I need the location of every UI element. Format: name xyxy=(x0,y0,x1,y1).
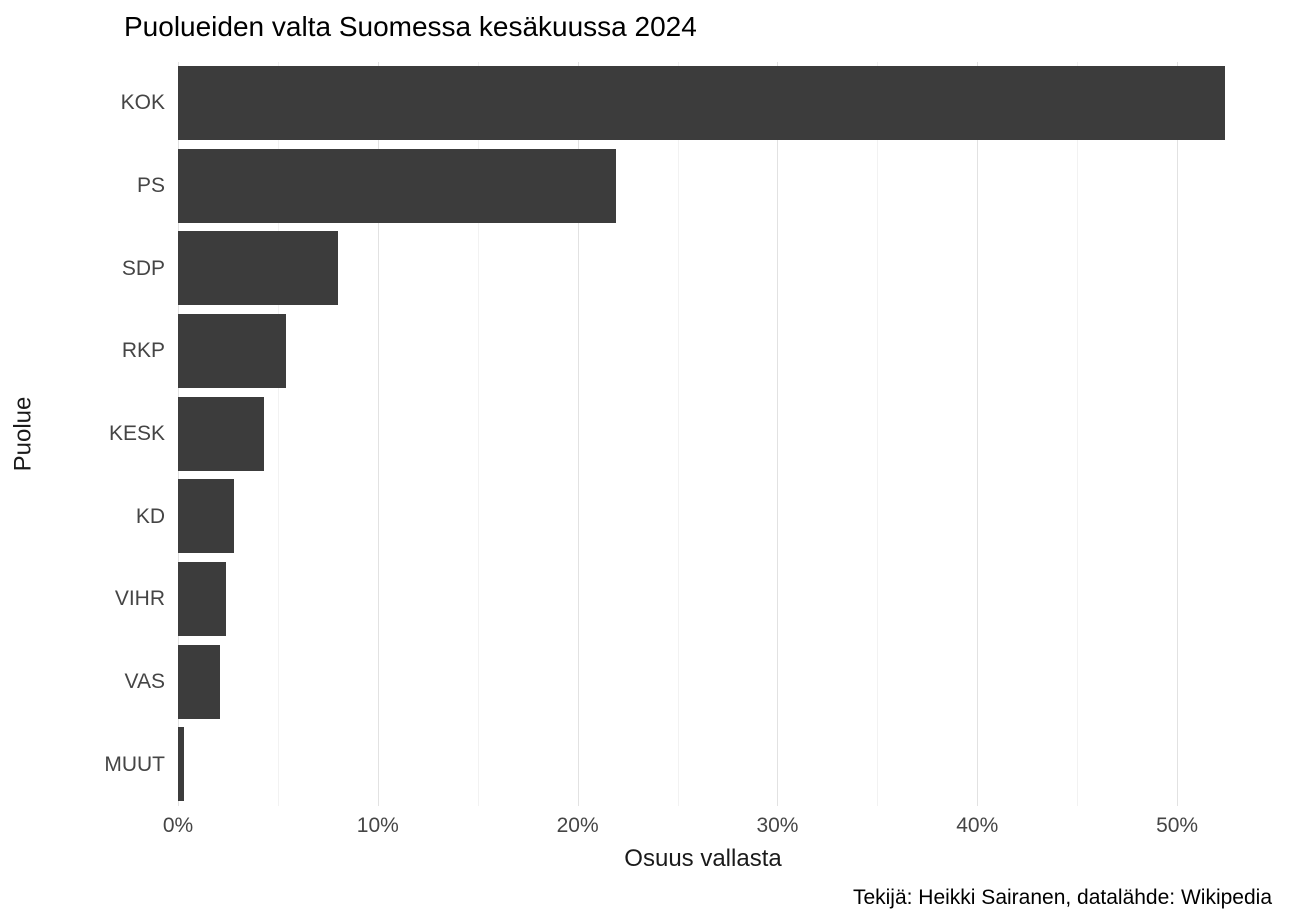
major-gridline xyxy=(777,62,779,806)
y-tick-label-sdp: SDP xyxy=(121,256,165,280)
major-gridline xyxy=(1177,62,1179,806)
major-gridline xyxy=(577,62,579,806)
bar-kok xyxy=(178,66,1226,140)
chart-title: Puolueiden valta Suomessa kesäkuussa 202… xyxy=(124,11,697,42)
x-axis-title: Osuus vallasta xyxy=(624,845,782,872)
bar-ps xyxy=(178,148,616,223)
x-tick-label: 50% xyxy=(1156,814,1199,837)
bar-vas xyxy=(178,644,220,719)
x-tick-label: 0% xyxy=(162,814,194,837)
x-tick-label: 30% xyxy=(756,814,799,837)
chart-caption: Tekijä: Heikki Sairanen, datalähde: Wiki… xyxy=(852,886,1272,909)
x-tick-label: 20% xyxy=(556,814,599,837)
x-tick-label: 10% xyxy=(356,814,399,837)
y-tick-label-vas: VAS xyxy=(124,669,165,693)
bar-kesk xyxy=(178,396,264,471)
bar-rkp xyxy=(178,313,286,388)
x-axis-labels: 0% 10% 20% 30% 40% 50% xyxy=(163,814,1277,840)
minor-gridline xyxy=(477,62,479,806)
x-tick-label: 40% xyxy=(956,814,999,837)
y-tick-label-kok: KOK xyxy=(120,91,165,115)
bar-muut xyxy=(178,727,184,802)
y-tick-label-ps: PS xyxy=(136,173,165,197)
minor-gridline xyxy=(1077,62,1079,806)
y-axis-labels: KOK PS SDP RKP KESK KD VIHR VAS MUUT xyxy=(0,62,165,806)
bar-kd xyxy=(178,479,234,554)
major-gridline xyxy=(377,62,379,806)
minor-gridline xyxy=(277,62,279,806)
y-tick-label-muut: MUUT xyxy=(104,752,165,776)
minor-gridline xyxy=(877,62,879,806)
bar-sdp xyxy=(178,231,338,306)
y-tick-label-kesk: KESK xyxy=(108,421,165,445)
y-tick-label-vihr: VIHR xyxy=(114,587,165,611)
major-gridline xyxy=(977,62,979,806)
bar-vihr xyxy=(178,561,226,636)
plot-area xyxy=(178,62,1277,806)
y-tick-label-rkp: RKP xyxy=(121,339,165,363)
minor-gridline xyxy=(677,62,679,806)
y-tick-label-kd: KD xyxy=(135,504,165,528)
